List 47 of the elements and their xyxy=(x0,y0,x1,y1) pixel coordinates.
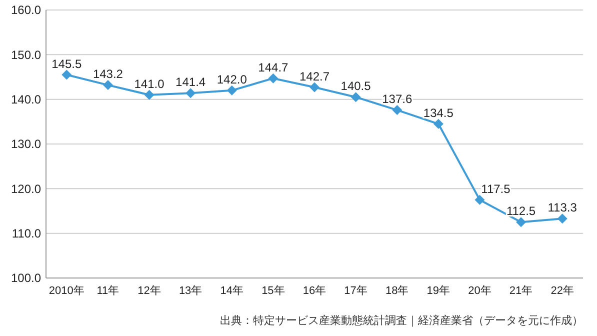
point xyxy=(392,105,402,116)
x-tick-label: 21年 xyxy=(509,285,533,297)
data-label: 141.4 xyxy=(176,75,206,90)
data-label: 145.5 xyxy=(52,56,82,71)
x-tick-label: 12年 xyxy=(138,285,161,297)
point xyxy=(62,70,72,80)
x-tick-label: 15年 xyxy=(262,285,285,297)
point xyxy=(516,217,526,228)
point xyxy=(310,82,320,92)
point xyxy=(474,194,485,205)
x-tick-label: 16年 xyxy=(302,285,326,297)
y-tick-label: 110.0 xyxy=(12,226,42,241)
data-label: 113.3 xyxy=(548,200,578,215)
x-tick-label: 13年 xyxy=(178,285,202,297)
data-label: 134.5 xyxy=(423,106,454,120)
x-tick-label: 20年 xyxy=(468,285,492,297)
data-label: 142.0 xyxy=(216,72,248,86)
x-tick-label: 2010年 xyxy=(48,285,84,297)
point xyxy=(186,88,196,98)
x-tick-label: 17年 xyxy=(344,285,368,297)
x-tick-label: 22年 xyxy=(550,285,574,297)
data-label: 143.2 xyxy=(92,67,124,82)
data-label: 117.5 xyxy=(481,182,511,196)
data-label: 140.5 xyxy=(340,79,372,94)
x-tick-label: 18年 xyxy=(385,285,409,297)
y-tick-label: 130.0 xyxy=(10,137,42,152)
x-tick-label: 11年 xyxy=(96,285,120,297)
y-tick-label: 100.0 xyxy=(10,271,42,286)
point xyxy=(268,73,278,84)
point xyxy=(557,214,568,224)
source-note: 出典：特定サービス産業動態統計調査｜経済産業省（データを元に作成） xyxy=(220,314,583,327)
data-label: 137.6 xyxy=(382,92,412,106)
point xyxy=(350,92,361,102)
y-tick-label: 140.0 xyxy=(10,92,42,107)
point xyxy=(433,118,444,129)
data-label: 142.7 xyxy=(299,69,330,84)
point xyxy=(144,90,154,100)
point xyxy=(102,80,113,90)
y-tick-label: 160.0 xyxy=(10,3,42,18)
y-tick-label: 120.0 xyxy=(10,182,42,196)
point xyxy=(226,85,237,96)
data-label: 141.0 xyxy=(134,76,165,91)
x-tick-label: 14年 xyxy=(220,285,244,297)
y-tick-label: 150.0 xyxy=(10,48,42,62)
x-tick-label: 19年 xyxy=(426,285,450,297)
data-label: 112.5 xyxy=(506,204,536,218)
data-label: 144.7 xyxy=(258,60,289,74)
